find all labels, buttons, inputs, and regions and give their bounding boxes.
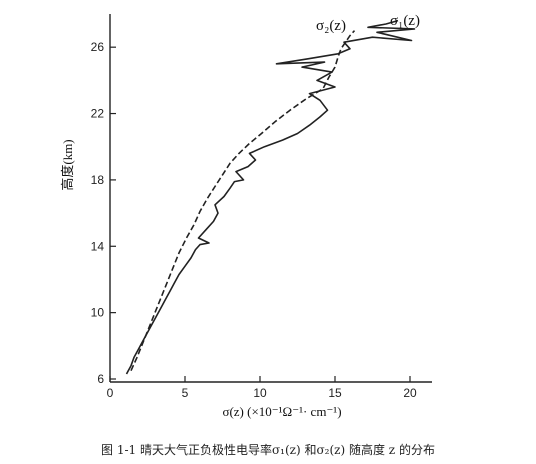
series-label-sigma2: σ₂(z) — [316, 18, 346, 34]
series-label-sigma1: σ₁(z) — [390, 13, 420, 29]
x-tick-label: 20 — [403, 386, 417, 400]
axes: 6 10 14 18 22 26 0 5 10 15 20 — [91, 14, 432, 400]
plot-area — [125, 19, 416, 375]
y-axis-label: 高度(km) — [60, 139, 75, 190]
y-tick-label: 22 — [91, 107, 105, 121]
series-line-sigma2 — [130, 30, 356, 372]
x-tick-label: 5 — [182, 386, 189, 400]
x-tick-label: 15 — [328, 386, 342, 400]
x-tick-label: 0 — [107, 386, 114, 400]
series-line-sigma1 — [125, 19, 416, 375]
x-tick-label: 10 — [253, 386, 267, 400]
y-tick-label: 6 — [97, 372, 104, 386]
y-tick-label: 14 — [91, 239, 105, 253]
series-labels: σ₂(z) σ₁(z) — [316, 13, 420, 34]
y-tick-label: 10 — [91, 306, 105, 320]
x-axis-label: σ(z) (×10⁻¹Ω⁻¹· cm⁻¹) — [222, 404, 341, 419]
figure-caption: 图 1-1 晴天大气正负极性电导率σ₁(z) 和σ₂(z) 随高度 z 的分布 — [101, 442, 435, 457]
y-tick-label: 18 — [91, 173, 105, 187]
y-tick-label: 26 — [91, 40, 105, 54]
